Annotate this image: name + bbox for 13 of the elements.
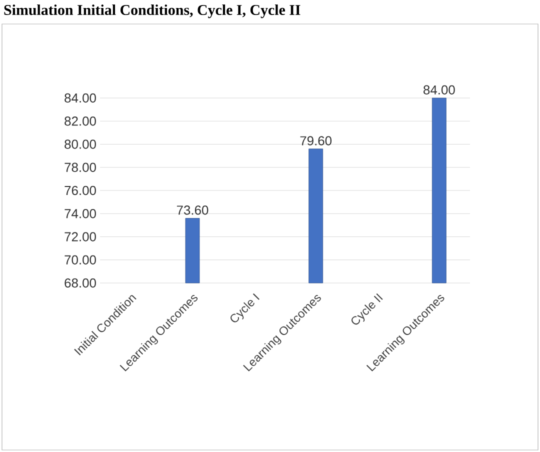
chart-title: Simulation Initial Conditions, Cycle I, Cycle II [4, 4, 300, 18]
y-tick-label: 72.00 [64, 232, 96, 242]
y-tick-label: 68.00 [64, 278, 96, 288]
y-tick-label: 76.00 [64, 186, 96, 196]
y-tick-label: 80.00 [64, 140, 96, 149]
data-label: 73.60 [176, 206, 208, 215]
y-tick-label: 78.00 [64, 162, 96, 172]
y-tick-label: 74.00 [64, 209, 96, 218]
y-tick-label: 82.00 [64, 116, 96, 126]
data-label: 84.00 [424, 85, 455, 94]
data-label: 79.60 [300, 136, 332, 146]
y-tick-label: 84.00 [64, 93, 96, 103]
y-tick-label: 70.00 [64, 255, 96, 264]
